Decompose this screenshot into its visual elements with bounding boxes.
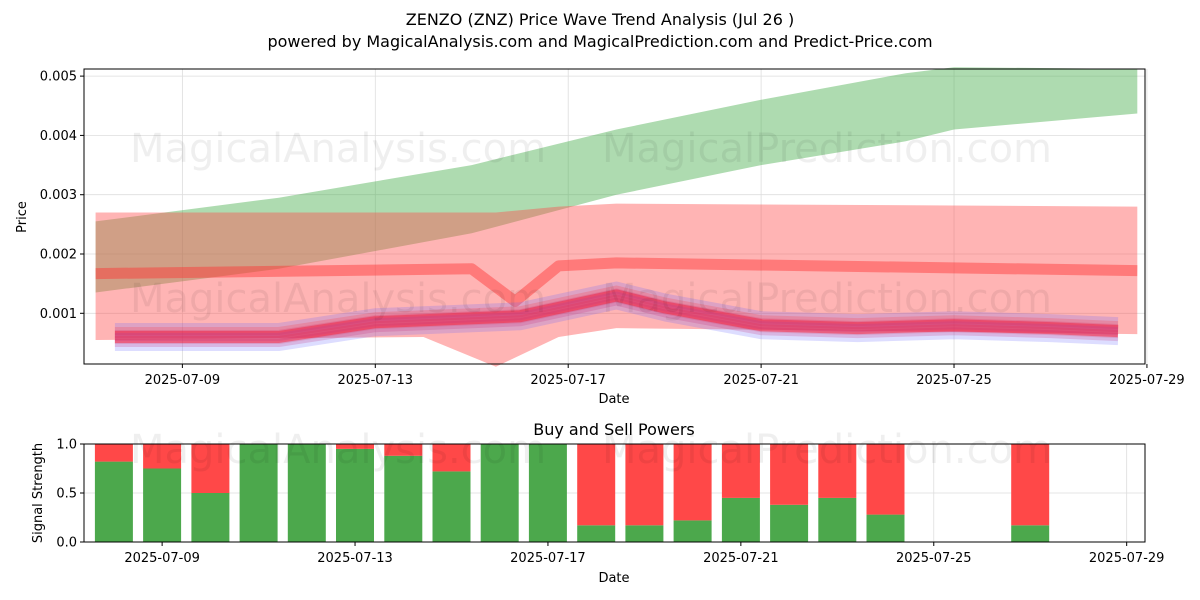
signal-x-tick-label: 2025-07-29 — [1089, 551, 1165, 566]
sell-bar — [384, 444, 423, 456]
price-y-axis-label: Price — [15, 201, 30, 233]
sell-bar — [770, 444, 809, 505]
price-chart: MagicalAnalysis.com MagicalPrediction.co… — [15, 67, 1185, 407]
sell-bar — [866, 444, 905, 515]
signal-y-ticks: 0.0 0.5 1.0 — [56, 438, 84, 551]
price-y-tick-label: 0.005 — [40, 70, 77, 85]
signal-chart-title: Buy and Sell Powers — [533, 420, 695, 439]
price-y-tick-label: 0.004 — [40, 129, 77, 144]
buy-bar — [480, 444, 519, 542]
wave-core — [114, 289, 1119, 343]
price-plot-frame — [83, 68, 1146, 365]
buy-bar — [1011, 525, 1050, 542]
buy-bar — [818, 497, 857, 542]
signal-x-tick-label: 2025-07-09 — [124, 551, 200, 566]
watermark-prediction-2: MagicalPrediction.com — [602, 276, 1052, 322]
price-grid — [84, 69, 1148, 364]
price-x-tick-label: 2025-07-09 — [145, 373, 221, 388]
buy-bar — [336, 448, 374, 542]
signal-bars — [94, 444, 1050, 542]
signal-x-tick-label: 2025-07-21 — [703, 551, 779, 566]
price-y-ticks: 0.001 0.002 0.003 0.004 0.005 — [40, 70, 84, 322]
price-x-tick-label: 2025-07-13 — [338, 373, 414, 388]
price-x-axis-label: Date — [598, 392, 629, 407]
chart-subtitle: powered by MagicalAnalysis.com and Magic… — [267, 32, 932, 51]
sell-bar — [94, 444, 133, 462]
price-y-tick-label: 0.001 — [40, 307, 77, 322]
watermark-prediction: MagicalPrediction.com — [602, 126, 1052, 172]
sell-bar — [577, 444, 616, 526]
sell-bar — [143, 444, 182, 469]
wave-strand — [114, 301, 1119, 351]
watermark-analysis: MagicalAnalysis.com — [130, 126, 546, 172]
signal-x-axis-label: Date — [598, 571, 629, 586]
sell-bar — [191, 444, 230, 493]
buy-bar — [528, 444, 567, 542]
buy-bar — [384, 455, 423, 542]
wave-strand — [114, 281, 1119, 331]
price-x-tick-label: 2025-07-25 — [916, 373, 992, 388]
green-band — [95, 67, 1138, 293]
price-y-tick-label: 0.003 — [40, 188, 77, 203]
buy-bar — [866, 514, 905, 542]
price-x-tick-label: 2025-07-17 — [530, 373, 606, 388]
buy-bar — [721, 497, 760, 542]
buy-bar — [625, 525, 664, 542]
price-x-tick-label: 2025-07-29 — [1109, 373, 1185, 388]
sell-bar — [818, 444, 857, 498]
signal-y-tick-label: 0.0 — [56, 536, 77, 551]
buy-bar — [432, 471, 471, 542]
sell-bar — [673, 444, 712, 521]
signal-x-tick-label: 2025-07-25 — [896, 551, 972, 566]
watermark-prediction-3: MagicalPrediction.com — [602, 427, 1052, 473]
signal-chart: Buy and Sell Powers MagicalAnalysis.com … — [31, 420, 1164, 586]
sell-bar — [625, 444, 664, 526]
buy-bar — [770, 504, 809, 542]
watermark-analysis-2: MagicalAnalysis.com — [130, 276, 546, 322]
signal-y-tick-label: 0.5 — [56, 487, 77, 502]
watermark-analysis-3: MagicalAnalysis.com — [130, 427, 546, 473]
red-trend-line — [95, 257, 1138, 307]
price-x-tick-label: 2025-07-21 — [723, 373, 799, 388]
buy-bar — [191, 493, 230, 542]
signal-y-axis-label: Signal Strength — [31, 443, 46, 543]
price-x-ticks: 2025-07-09 2025-07-13 2025-07-17 2025-07-21… — [145, 364, 1185, 388]
signal-x-tick-label: 2025-07-17 — [510, 551, 586, 566]
buy-bar — [673, 520, 712, 542]
price-y-tick-label: 0.002 — [40, 248, 77, 263]
sell-bar — [432, 444, 471, 472]
signal-x-ticks: 2025-07-09 2025-07-13 2025-07-17 2025-07-21… — [124, 542, 1164, 566]
sell-bar — [336, 444, 374, 449]
buy-bar — [94, 461, 133, 542]
buy-bar — [577, 525, 616, 542]
buy-bar — [287, 444, 326, 542]
signal-y-tick-label: 1.0 — [56, 438, 77, 453]
buy-bar — [239, 444, 278, 542]
sell-bar — [721, 444, 760, 498]
signal-x-tick-label: 2025-07-13 — [317, 551, 393, 566]
chart-title: ZENZO (ZNZ) Price Wave Trend Analysis (J… — [406, 10, 794, 29]
buy-bar — [143, 468, 182, 542]
sell-bar — [1011, 444, 1050, 526]
price-waves — [95, 257, 1138, 351]
